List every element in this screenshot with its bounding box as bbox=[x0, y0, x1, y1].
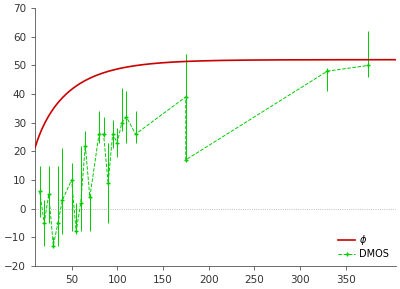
Legend: $\phi$, DMOS: $\phi$, DMOS bbox=[334, 229, 393, 263]
